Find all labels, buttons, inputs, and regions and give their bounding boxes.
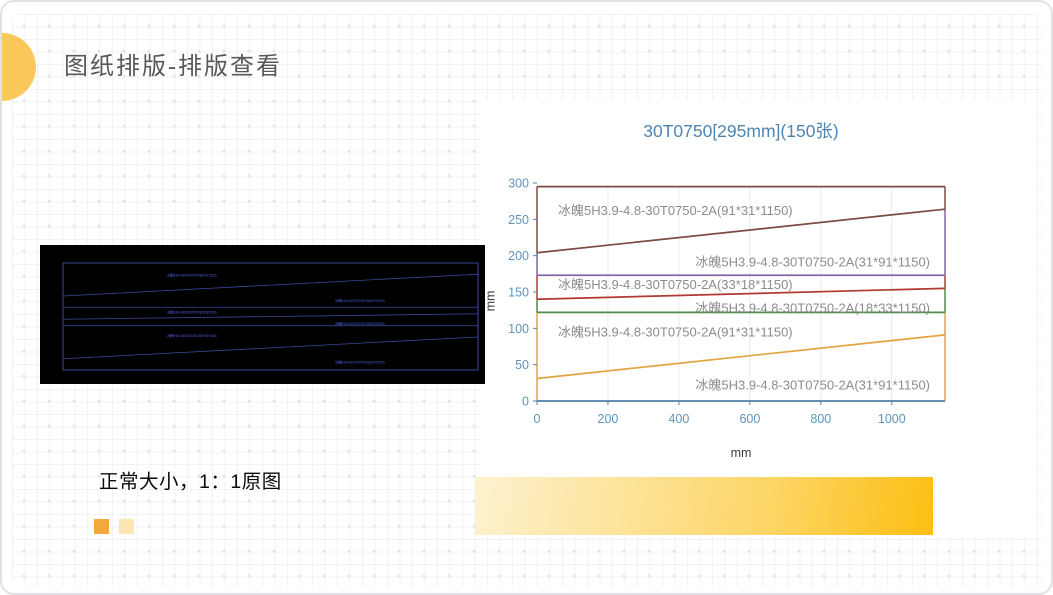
accent-gradient-bar — [475, 477, 933, 535]
cad-piece-label: 冰魄5H3.9-4.8-30T0750-2A(31*91*1150) — [335, 360, 385, 365]
piece-label: 冰魄5H3.9-4.8-30T0750-2A(31*91*1150) — [695, 255, 930, 270]
x-tick-label: 1000 — [878, 412, 906, 426]
piece-label: 冰魄5H3.9-4.8-30T0750-2A(33*18*1150) — [558, 277, 793, 292]
accent-square-solid — [94, 519, 109, 534]
cad-piece-label: 冰魄5H3.9-4.8-30T0750-2A(31*91*1150) — [335, 298, 385, 303]
x-axis-label: mm — [730, 446, 752, 460]
slide-title: 图纸排版-排版查看 — [64, 54, 282, 80]
chart-title: 30T0750[295mm](150张) — [643, 121, 839, 141]
x-tick-label: 600 — [739, 412, 760, 426]
cad-piece-label: 冰魄5H3.9-4.8-30T0750-2A(33*18*1150) — [167, 309, 217, 314]
caption: 正常大小，1：1原图 — [99, 471, 282, 493]
cad-cut-line-3 — [62, 313, 479, 320]
x-tick-label: 800 — [810, 412, 831, 426]
cad-piece-label: 冰魄5H3.9-4.8-30T0750-2A(18*33*1150) — [335, 321, 385, 326]
y-tick-label: 100 — [508, 322, 529, 336]
y-tick-label: 300 — [508, 177, 529, 191]
y-tick-label: 0 — [522, 395, 529, 409]
y-tick-label: 250 — [508, 213, 529, 227]
cad-preview: 冰魄5H3.9-4.8-30T0750-2A(91*31*1150) 冰魄5H3.… — [40, 245, 485, 384]
piece-label: 冰魄5H3.9-4.8-30T0750-2A(31*91*1150) — [695, 378, 930, 393]
cad-piece-label: 冰魄5H3.9-4.8-30T0750-2A(91*31*1150) — [167, 272, 217, 277]
x-tick-label: 400 — [668, 412, 689, 426]
piece-label: 冰魄5H3.9-4.8-30T0750-2A(18*33*1150) — [695, 300, 930, 315]
cad-cut-line-5 — [62, 273, 479, 297]
x-tick-label: 0 — [534, 412, 541, 426]
accent-square-light — [119, 519, 134, 534]
layout-chart: 0 50 100 150 200 250 300 0 200 400 600 800 1000 冰魄5H3… — [508, 177, 946, 426]
y-tick-label: 200 — [508, 249, 529, 263]
piece-label: 冰魄5H3.9-4.8-30T0750-2A(91*31*1150) — [558, 324, 793, 339]
y-axis-label: mm — [483, 290, 498, 312]
x-tick-label: 200 — [598, 412, 619, 426]
y-tick-label: 50 — [515, 358, 529, 372]
cad-preview-drawing: 冰魄5H3.9-4.8-30T0750-2A(91*31*1150) 冰魄5H3.… — [62, 262, 479, 371]
y-tick-label: 150 — [508, 286, 529, 300]
cad-piece-label: 冰魄5H3.9-4.8-30T0750-2A(91*31*1150) — [167, 333, 217, 338]
chart-cut-line-3 — [536, 287, 946, 301]
cad-cut-line-1 — [62, 336, 479, 360]
piece-label: 冰魄5H3.9-4.8-30T0750-2A(91*31*1150) — [558, 203, 793, 218]
chart-cut-line-5 — [536, 208, 946, 254]
chart-panel — [480, 100, 1037, 537]
chart-cut-line-1 — [536, 334, 946, 380]
